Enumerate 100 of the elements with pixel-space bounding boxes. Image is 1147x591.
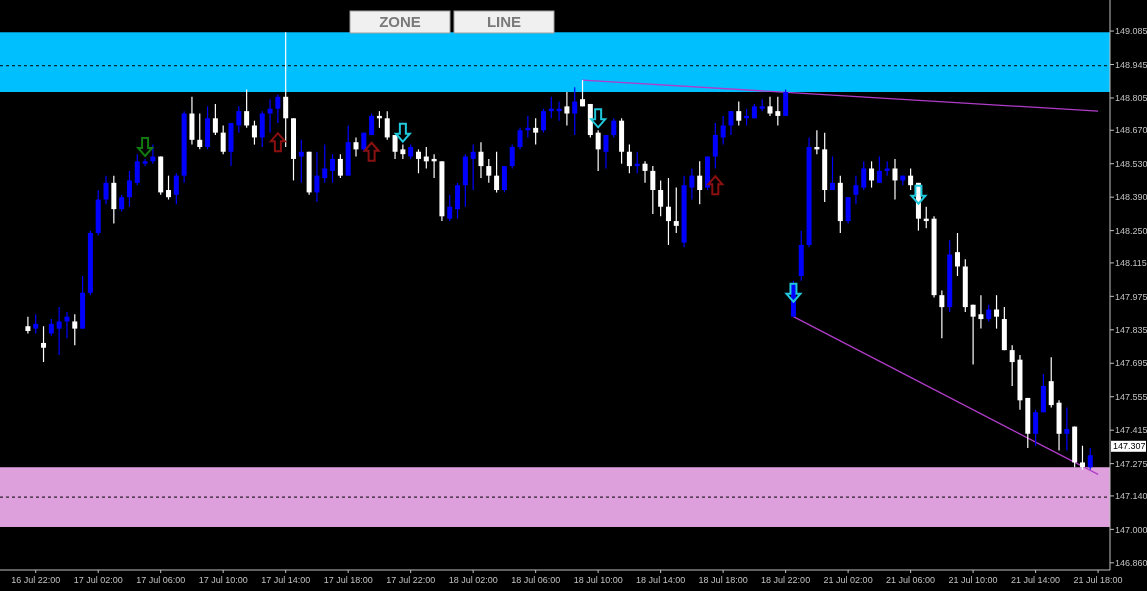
candlestick — [244, 89, 250, 129]
candlestick — [1079, 445, 1085, 471]
candlestick — [384, 110, 390, 141]
x-tick-label: 18 Jul 18:00 — [698, 575, 748, 585]
candlestick — [783, 89, 789, 117]
candlestick — [533, 117, 539, 146]
y-tick-label: 147.140 — [1115, 491, 1147, 502]
candlestick — [259, 110, 265, 148]
candlestick — [1087, 447, 1093, 471]
candlestick — [736, 100, 742, 127]
candlestick — [134, 153, 140, 186]
y-tick-label: 147.835 — [1115, 324, 1147, 335]
point — [137, 136, 154, 157]
y-tick-label: 147.415 — [1115, 425, 1147, 436]
candlestick — [486, 158, 492, 184]
x-tick-label: 17 Jul 14:00 — [261, 575, 311, 585]
candlestick — [470, 143, 476, 191]
x-tick-label: 17 Jul 22:00 — [386, 575, 436, 585]
candlestick — [728, 110, 734, 136]
candlestick — [41, 325, 47, 363]
x-tick-label: 21 Jul 02:00 — [823, 575, 873, 585]
candlestick — [642, 160, 648, 184]
x-tick-label: 21 Jul 06:00 — [886, 575, 936, 585]
candlestick — [869, 160, 875, 189]
candlestick — [626, 143, 632, 174]
candlestick — [712, 122, 718, 170]
button: LINE — [453, 10, 555, 34]
candlestick — [400, 143, 406, 160]
point — [590, 108, 607, 129]
button: ZONE — [349, 10, 451, 34]
point — [394, 122, 411, 143]
candlestick — [1009, 344, 1015, 387]
candlestick — [954, 232, 960, 277]
candlestick — [126, 170, 132, 208]
candlestick — [720, 115, 726, 146]
y-tick-label: 146.860 — [1115, 557, 1147, 568]
point — [785, 282, 802, 303]
candlestick — [330, 153, 336, 184]
candlestick — [580, 79, 586, 107]
y-tick-label: 147.975 — [1115, 291, 1147, 302]
y-tick-label: 148.670 — [1115, 125, 1147, 136]
y-tick-label: 147.555 — [1115, 391, 1147, 402]
y-tick-label: 147.275 — [1115, 458, 1147, 469]
candlestick — [564, 91, 570, 127]
candlestick — [415, 148, 421, 174]
candlestick — [845, 196, 851, 225]
x-tick-label: 21 Jul 18:00 — [1073, 575, 1123, 585]
candlestick — [220, 124, 226, 155]
candlestick — [970, 304, 976, 366]
candlestick — [689, 167, 695, 201]
candlestick — [103, 175, 109, 205]
candlestick — [603, 134, 609, 170]
candlestick — [322, 143, 328, 184]
candlestick — [197, 112, 203, 150]
candlestick — [830, 155, 835, 191]
candlestick — [392, 134, 398, 160]
candlestick — [25, 316, 31, 334]
x-tick-label: 17 Jul 18:00 — [323, 575, 373, 585]
annotation: LINE — [486, 13, 522, 30]
candlestick — [212, 103, 218, 136]
candlestick — [611, 117, 617, 139]
point — [363, 141, 380, 162]
y-tick-label: 148.945 — [1115, 59, 1147, 70]
candlestick — [251, 120, 257, 146]
candlestick — [353, 136, 359, 158]
candlestick — [72, 313, 78, 346]
y-tick-label: 148.390 — [1115, 192, 1147, 203]
candlestick — [853, 175, 859, 205]
candlestick — [665, 177, 671, 246]
x-tick-label: 17 Jul 02:00 — [73, 575, 123, 585]
point — [910, 184, 927, 205]
candlestick — [33, 313, 39, 334]
candlestick — [337, 153, 343, 179]
candlestick — [455, 182, 461, 220]
point — [707, 175, 724, 196]
y-tick-label: 147.000 — [1115, 524, 1147, 535]
x-tick-label: 17 Jul 06:00 — [136, 575, 186, 585]
candlestick — [994, 294, 1000, 330]
x-tick-label: 18 Jul 02:00 — [448, 575, 498, 585]
candlestick — [283, 31, 289, 148]
candlestick — [540, 108, 546, 134]
candlestick — [501, 165, 507, 193]
candlestick — [908, 167, 914, 191]
text: 147.307 — [1113, 441, 1146, 452]
candlestick — [166, 175, 172, 201]
candlestick — [775, 96, 781, 127]
y-tick-label: 147.695 — [1115, 358, 1147, 369]
candlestick — [314, 151, 320, 203]
x-tick-label: 21 Jul 14:00 — [1011, 575, 1061, 585]
candlestick — [267, 98, 273, 134]
x-tick-label: 18 Jul 06:00 — [511, 575, 561, 585]
candlestick — [658, 179, 664, 217]
x-tick-label: 16 Jul 22:00 — [11, 575, 61, 585]
candlestick — [939, 289, 945, 339]
candlestick — [697, 160, 703, 205]
candlestick — [595, 129, 601, 172]
candlestick — [1048, 356, 1054, 409]
x-tick-label: 18 Jul 14:00 — [636, 575, 686, 585]
candlestick — [236, 105, 242, 134]
y-tick-label: 148.115 — [1115, 258, 1147, 269]
